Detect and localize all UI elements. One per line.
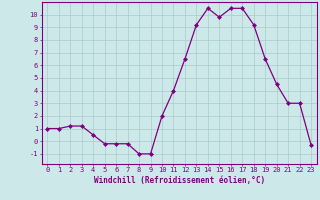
X-axis label: Windchill (Refroidissement éolien,°C): Windchill (Refroidissement éolien,°C) — [94, 176, 265, 185]
